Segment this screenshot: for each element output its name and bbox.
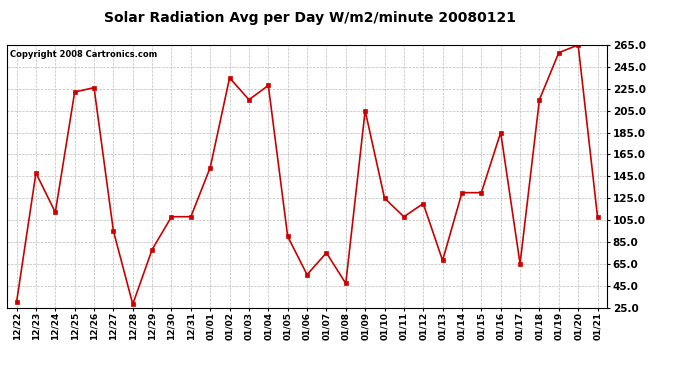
Text: Copyright 2008 Cartronics.com: Copyright 2008 Cartronics.com [10,50,157,59]
Text: Solar Radiation Avg per Day W/m2/minute 20080121: Solar Radiation Avg per Day W/m2/minute … [104,11,517,25]
